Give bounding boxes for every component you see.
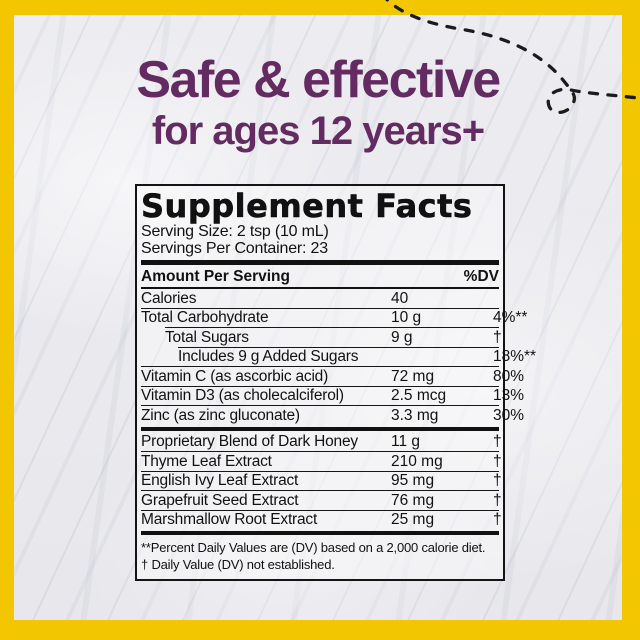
- nutrient-name: Includes 9 g Added Sugars: [178, 348, 359, 365]
- nutrient-name: Calories: [141, 289, 197, 307]
- row-separator: [141, 307, 499, 309]
- nutrient-dv: 80%: [493, 367, 525, 385]
- nutrient-amount: 210 mg: [391, 452, 443, 470]
- table-row: Total Sugars 9 g †: [141, 328, 502, 347]
- nutrient-dv: †: [493, 452, 502, 470]
- footnote-line: **Percent Daily Values are (DV) based on…: [141, 540, 486, 555]
- nutrient-dv: 4%**: [493, 309, 528, 326]
- nutrient-amount: 76 mg: [391, 491, 435, 509]
- row-separator: [141, 405, 499, 406]
- nutrient-amount: 2.5 mcg: [391, 387, 447, 404]
- marble-background: [14, 15, 622, 620]
- supplement-facts-panel: Supplement Facts Serving Size: 2 tsp (10…: [135, 184, 536, 581]
- row-separator: [141, 451, 499, 452]
- table-row: Marshmallow Root Extract 25 mg †: [141, 511, 502, 530]
- table-row: Proprietary Blend of Dark Honey 11 g †: [141, 433, 502, 452]
- table-row: Calories 40: [141, 289, 499, 308]
- table-row: English Ivy Leaf Extract 95 mg †: [141, 472, 502, 491]
- nutrient-name: Marshmallow Root Extract: [141, 511, 318, 528]
- table-row: Vitamin D3 (as cholecalciferol) 2.5 mcg …: [141, 387, 524, 406]
- row-separator: [141, 509, 499, 511]
- row-separator: [141, 366, 499, 367]
- nutrient-name: Zinc (as zinc gluconate): [141, 406, 300, 424]
- thick-divider: [141, 531, 499, 535]
- row-separator: [141, 470, 499, 472]
- supplement-facts-title: Supplement Facts: [141, 187, 473, 225]
- nutrient-name: Grapefruit Seed Extract: [141, 491, 299, 509]
- nutrient-amount: 72 mg: [391, 367, 435, 385]
- table-row: Includes 9 g Added Sugars 18%**: [141, 348, 536, 367]
- nutrient-dv: †: [493, 328, 502, 346]
- nutrition-rows: Calories 40 Total Carbohydrate 10 g 4%**…: [141, 289, 536, 530]
- nutrient-dv: †: [493, 491, 502, 509]
- footnotes: **Percent Daily Values are (DV) based on…: [141, 537, 499, 576]
- column-header-row: Amount Per Serving %DV: [141, 267, 499, 289]
- table-row: Total Carbohydrate 10 g 4%**: [141, 309, 527, 328]
- amount-per-serving-label: Amount Per Serving: [141, 268, 290, 285]
- nutrient-dv: 30%: [493, 406, 525, 424]
- nutrient-name: Vitamin D3 (as cholecalciferol): [141, 387, 344, 404]
- nutrient-name: English Ivy Leaf Extract: [141, 472, 299, 489]
- percent-dv-label: %DV: [463, 268, 499, 285]
- nutrient-amount: [391, 349, 493, 365]
- nutrient-dv: 13%: [493, 387, 525, 404]
- nutrient-name: Vitamin C (as ascorbic acid): [141, 367, 329, 385]
- nutrient-dv: 18%**: [493, 348, 537, 365]
- nutrient-amount: 9 g: [391, 328, 413, 346]
- serving-size: Serving Size: 2 tsp (10 mL): [141, 223, 329, 240]
- nutrient-amount: 10 g: [391, 309, 422, 326]
- servings-per-container: Servings Per Container: 23: [141, 240, 328, 257]
- row-separator: [141, 385, 499, 387]
- row-separator: [165, 327, 499, 328]
- nutrient-amount: 40: [391, 289, 409, 307]
- nutrient-dv: †: [493, 433, 502, 450]
- nutrient-amount: 11 g: [391, 433, 421, 450]
- nutrient-dv: †: [493, 472, 502, 489]
- nutrient-name: Total Sugars: [165, 328, 249, 346]
- heading-line2: for ages 12 years+: [151, 109, 485, 153]
- nutrient-amount: 95 mg: [391, 472, 435, 489]
- thick-divider: [141, 426, 499, 431]
- table-row: Thyme Leaf Extract 210 mg †: [141, 452, 502, 471]
- nutrient-amount: 3.3 mg: [391, 406, 439, 424]
- nutrient-name: Thyme Leaf Extract: [141, 452, 272, 470]
- nutrient-dv: †: [493, 511, 502, 528]
- page-heading: Safe & effective for ages 12 years+: [14, 54, 622, 153]
- nutrient-amount: 25 mg: [391, 511, 435, 528]
- table-row: Zinc (as zinc gluconate) 3.3 mg 30%: [141, 406, 524, 425]
- footnote-line: † Daily Value (DV) not established.: [141, 556, 335, 572]
- table-row: Vitamin C (as ascorbic acid) 72 mg 80%: [141, 367, 524, 386]
- nutrient-name: Proprietary Blend of Dark Honey: [141, 433, 358, 450]
- row-separator: [141, 490, 499, 491]
- thick-divider: [141, 260, 499, 265]
- nutrient-name: Total Carbohydrate: [141, 309, 269, 326]
- table-row: Grapefruit Seed Extract 76 mg †: [141, 491, 502, 510]
- heading-line1: Safe & effective: [136, 51, 501, 109]
- nutrient-dv: [493, 291, 499, 307]
- row-separator: [178, 346, 499, 348]
